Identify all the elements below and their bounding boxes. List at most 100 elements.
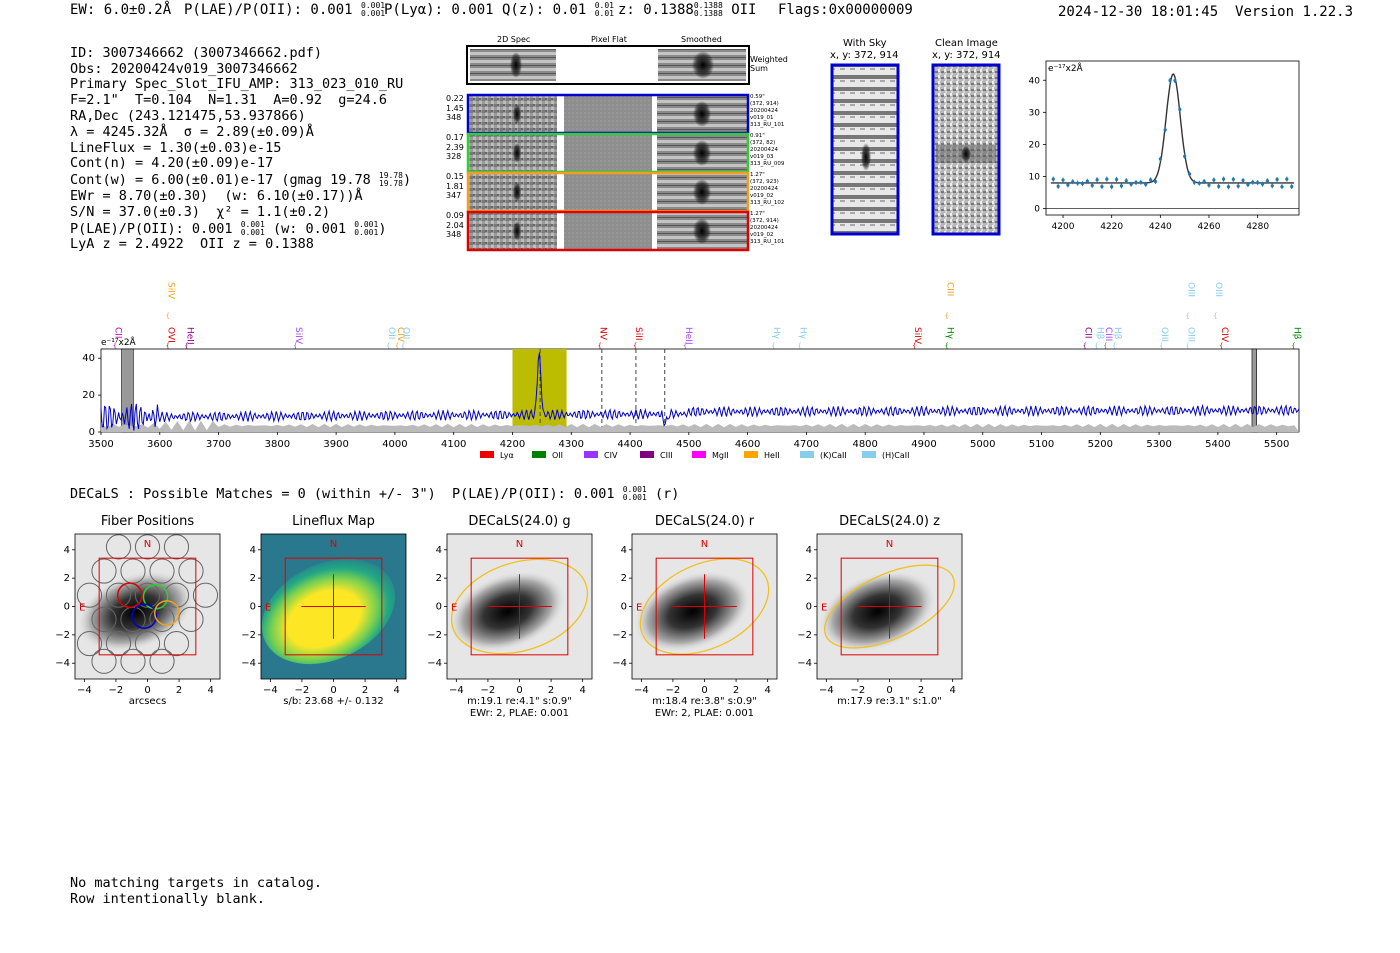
image-panel-title: Lineflux Map [292,514,375,529]
with-sky-title: With Sky [843,38,887,49]
spectrum-line-marker: { [1159,342,1163,350]
fit-data-point [1158,157,1162,161]
fiber-circle [134,534,161,560]
image-y-tick-label: −2 [427,630,442,641]
image-panel: DECaLS(24.0) g N E −4 −4 −2 −2 0 0 2 2 4 4 m:19.1 re:… [427,514,593,719]
fiber-circle [178,558,204,584]
fiber-highlight [116,582,143,609]
info-primary: Primary Spec_Slot_IFU_AMP: 313_023_010_R… [70,76,404,93]
east-label: E [821,603,827,614]
image-y-tick-label: 4 [250,545,256,556]
fit-data-point [1090,183,1094,188]
fiber-circle [134,582,161,608]
spectrum-line-label: SiIV [166,282,176,300]
spectrum-x-tick-label: 3700 [206,439,231,450]
spectrum-legend-label: OII [552,451,563,460]
cutout-source-blob [693,140,711,166]
info-params: F=2.1" T=0.104 N=1.31 A=0.92 g=24.6 [70,92,387,109]
spectrum-line-marker: { [1185,342,1189,350]
spectrum-line-marker: { [1103,342,1107,350]
fiber-circle [105,534,132,560]
spectrum-line-label: SiIV [912,327,922,345]
spectrum-line-marker: { [113,342,117,350]
spectrum-line-label: CII [113,327,123,339]
spectrum-flux-line [100,352,1300,431]
cutout-row-right-value: 20200424 [750,108,778,114]
spectrum-legend-swatch [480,451,494,458]
image-y-tick-label: −4 [241,658,256,669]
fiber-circle [120,648,146,674]
north-label: N [330,539,337,550]
image-panel-title: DECaLS(24.0) g [468,514,570,529]
info-radec: RA,Dec (243.121475,53.937866) [70,107,306,124]
cutout-row-right-labels: 0.59" (372, 914) 20200424 v019_01 313_RU_101 [750,94,784,129]
fit-data-point [1217,184,1221,189]
image-panel-title: Fiber Positions [101,514,194,529]
cutout-source-blob [513,221,521,241]
fiber-circle [149,558,175,584]
image-x-tick-label: 0 [701,685,707,696]
fit-data-point [1144,182,1148,187]
image-y-tick-label: −4 [797,658,812,669]
header-ew: EW: 6.0±0.2Å [70,2,172,18]
image-panel-title: DECaLS(24.0) z [839,514,940,529]
spectrum-line-marker: { [386,342,390,350]
fit-data-point [1080,182,1085,186]
col-2d-spec: 2D Spec [497,35,531,44]
spectrum-line-label: OIII [1185,327,1195,342]
spectrum-x-tick-label: 3800 [265,439,290,450]
spectrum-legend-swatch [800,451,814,458]
search-box [840,557,939,656]
image-y-tick-label: −4 [55,658,70,669]
spectrum-x-tick-label: 5400 [1205,439,1230,450]
info-id: ID: 3007346662 (3007346662.pdf) [70,44,322,61]
fit-data-point [1197,181,1201,185]
image-y-tick-label: −2 [612,630,627,641]
image-panel: Lineflux Map N E −4 −4 −2 −2 0 0 2 2 4 4 s/b: 23.68 +… [241,514,407,707]
image-y-tick-label: 0 [436,602,442,613]
cutout-row-right-labels: 1.27" (372, 923) 20200424 v019_02 313_RU_102 [750,172,784,207]
spectrum-line-marker: { [293,342,297,350]
fit-x-tick-label: 4200 [1052,222,1075,232]
cutout-row-right-value: 313_RU_101 [750,122,785,128]
info-sn: S/N = 37.0(±0.3) χ² = 1.1(±0.2) [70,203,331,220]
image-x-tick-label: −2 [851,685,866,696]
fit-data-point [1202,179,1206,184]
detection-info: ID: 3007346662 (3007346662.pdf) Obs: 2020… [70,30,411,269]
cutout-row-right-value: v019_02 [750,193,774,199]
spectrum-line-marker: { [683,342,687,350]
north-label: N [144,539,151,550]
cutout-source-blob [513,182,521,202]
spectrum-x-tick-label: 4800 [852,439,877,450]
spectrum-line-label: OII [386,327,396,339]
image-x-tick-label: −2 [109,685,124,696]
fit-data-point [1168,78,1172,83]
fit-y-tick-label: 0 [1034,205,1040,215]
fit-data-point [1114,177,1119,182]
image-y-tick-label: 0 [64,602,70,613]
spectrum-line-label: NV [598,327,608,341]
fit-y-tick-label: 40 [1029,76,1041,86]
fit-data-point [1085,179,1089,183]
spectrum-legend-label: HeII [764,451,780,460]
clean-image-xy: x, y: 372, 914 [932,50,1001,61]
spectrum-x-tick-label: 5100 [1029,439,1054,450]
decals-header: DECaLS : Possible Matches = 0 (within +/… [70,485,680,503]
spectrum-x-tick-label: 4500 [676,439,701,450]
fit-data-point [1139,180,1143,184]
spectrum-line-marker: { [944,312,948,320]
cutout-row-right-value: (372, 82) [750,140,776,146]
spectrum-line-marker: { [1291,342,1295,350]
cutout-row-right-value: 313_RU_101 [750,239,785,245]
spectrum-line-marker: { [798,342,802,350]
image-y-tick-label: 2 [806,573,812,584]
cutout-row-frame [466,210,750,252]
weighted-sum-label: Weighted Sum [750,55,788,73]
image-x-tick-label: 2 [362,685,368,696]
image-y-tick-label: 4 [621,545,627,556]
spectrum-zoom-window [512,349,567,432]
sky-images [830,63,1001,236]
fit-data-point [1221,177,1226,181]
aperture-ellipse [823,564,956,649]
header-flags: Flags:0x00000009 [778,2,913,18]
